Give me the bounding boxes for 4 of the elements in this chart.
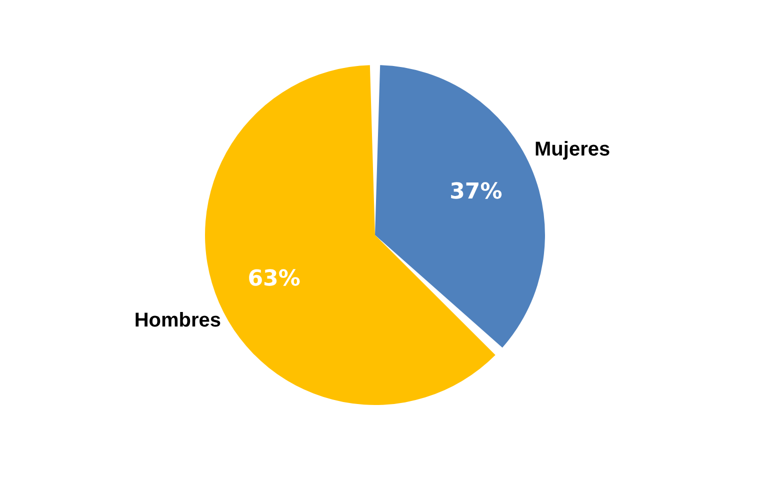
slice-label: Hombres bbox=[134, 309, 222, 332]
data-label: 37% bbox=[450, 179, 502, 204]
data-label: 63% bbox=[248, 266, 300, 292]
slice-label: Mujeres bbox=[534, 138, 610, 161]
